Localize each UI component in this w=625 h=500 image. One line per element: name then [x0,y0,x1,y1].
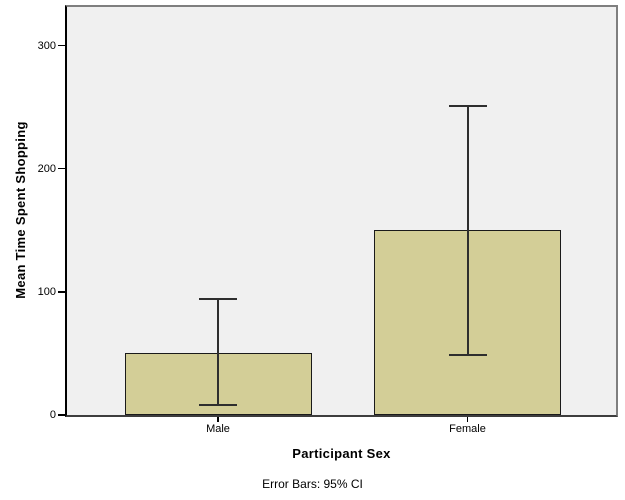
y-tick-mark-300 [58,44,65,47]
y-tick-mark-0 [58,414,65,416]
x-axis-title: Participant Sex [292,446,391,461]
error-bar-cap-lower-female [448,353,487,356]
y-tick-label-0: 0 [49,409,56,421]
error-bar-cap-lower-male [199,404,237,407]
error-bar-cap-upper-female [448,104,487,107]
y-tick-label-200: 200 [37,162,56,175]
y-tick-label-300: 300 [37,39,56,52]
y-tick-mark-200 [58,167,65,170]
error-bar-line-female [466,105,469,355]
y-tick-mark-100 [58,291,65,293]
error-bar-footnote: Error Bars: 95% CI [262,477,363,491]
x-tick-mark-male [217,417,219,422]
error-bar-line-male [217,299,219,406]
y-tick-label-100: 100 [37,285,56,298]
x-tick-mark-female [466,417,469,422]
error-bar-cap-upper-male [199,298,237,301]
x-tick-label-male: Male [206,423,230,435]
x-tick-label-female: Female [449,423,486,435]
